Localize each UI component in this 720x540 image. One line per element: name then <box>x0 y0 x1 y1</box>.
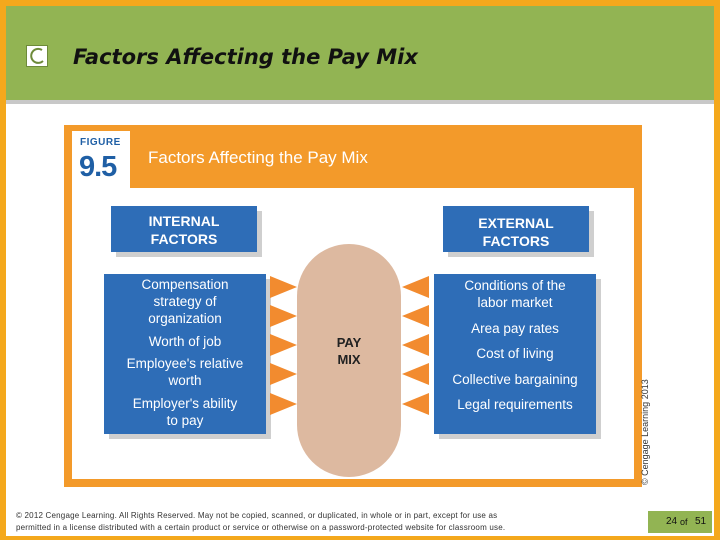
footer-copyright: © 2012 Cengage Learning. All Rights Rese… <box>16 510 576 534</box>
slide-frame-bottom <box>0 536 720 540</box>
footer-copyright-line-1: © 2012 Cengage Learning. All Rights Rese… <box>16 511 498 520</box>
external-factor-labor-market-line-2: labor market <box>477 295 553 310</box>
external-factor-area-pay-rates: Area pay rates <box>471 321 559 336</box>
external-arrow-2 <box>402 305 429 327</box>
internal-factor-worth-of-job: Worth of job <box>148 334 222 349</box>
internal-header-line-2: FACTORS <box>150 231 218 247</box>
external-factor-legal-requirements: Legal requirements <box>457 397 573 412</box>
figure-label-box <box>72 131 130 188</box>
figure-label-word: FIGURE <box>80 137 121 148</box>
pay-mix-label-line-2: MIX <box>337 352 361 367</box>
internal-factor-ability-line-1: Employer's ability <box>132 396 238 411</box>
external-arrow-3 <box>402 334 429 356</box>
internal-arrow-1 <box>270 276 297 298</box>
title-bar-shadow <box>6 100 714 104</box>
external-arrow-4 <box>402 363 429 385</box>
internal-factor-compensation-line-2: strategy of <box>153 294 217 309</box>
internal-factor-ability-line-2: to pay <box>166 413 204 428</box>
title-bar <box>6 6 714 100</box>
pay-mix-label-line-1: PAY <box>336 335 362 350</box>
external-factors-header: EXTERNAL FACTORS <box>443 206 589 252</box>
external-arrow-1 <box>402 276 429 298</box>
slide-frame-left <box>0 0 6 540</box>
page-total: 51 <box>695 516 707 527</box>
footer-copyright-line-2: permitted in a license distributed with … <box>16 523 506 532</box>
internal-factor-relative-worth-line-2: worth <box>168 373 202 388</box>
external-factor-collective-bargaining: Collective bargaining <box>452 372 578 387</box>
page-of-label: of <box>680 517 688 527</box>
figure-number: 9.5 <box>79 151 117 183</box>
page-counter: 24 of 51 <box>648 511 712 533</box>
internal-factors-header: INTERNAL FACTORS <box>111 206 257 252</box>
external-header-line-2: FACTORS <box>482 233 550 249</box>
internal-factor-relative-worth-line-1: Employee's relative <box>126 356 244 371</box>
internal-arrow-4 <box>270 363 297 385</box>
internal-arrow-5 <box>270 393 297 415</box>
slide-frame-top <box>0 0 720 6</box>
page-current: 24 <box>666 516 678 527</box>
internal-factor-compensation-line-3: organization <box>148 311 222 326</box>
slide-frame-right <box>714 0 720 540</box>
slide-bullet-icon <box>26 45 48 67</box>
slide-title: Factors Affecting the Pay Mix <box>73 45 418 69</box>
figure-side-copyright: © Cengage Learning 2013 <box>640 379 650 485</box>
external-factor-labor-market-line-1: Conditions of the <box>464 278 566 293</box>
internal-factor-compensation-line-1: Compensation <box>141 277 229 292</box>
external-factors-list: Conditions of the labor market Area pay … <box>434 274 596 434</box>
internal-arrow-3 <box>270 334 297 356</box>
internal-header-line-1: INTERNAL <box>148 213 220 229</box>
pay-mix-label: PAY MIX <box>297 334 401 368</box>
figure-title: Factors Affecting the Pay Mix <box>148 148 368 167</box>
internal-factors-list: Compensation strategy of organization Wo… <box>104 274 266 434</box>
external-arrow-5 <box>402 393 429 415</box>
pay-mix-capsule <box>297 244 401 477</box>
external-factor-cost-of-living: Cost of living <box>476 346 554 361</box>
external-header-line-1: EXTERNAL <box>478 215 554 231</box>
internal-arrow-2 <box>270 305 297 327</box>
